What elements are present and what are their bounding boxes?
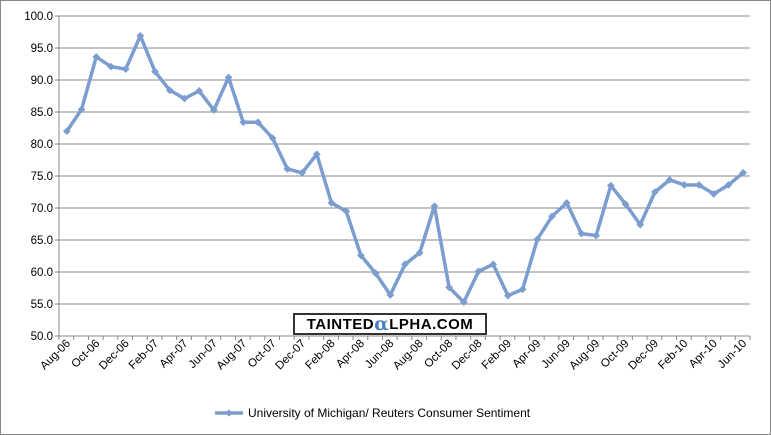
- y-tick-label: 65.0: [31, 235, 53, 247]
- y-tick-label: 80.0: [31, 139, 53, 151]
- data-point: [298, 168, 307, 177]
- data-point: [724, 181, 733, 189]
- y-tick-label: 100.0: [24, 11, 53, 23]
- x-tick-label: Feb-10: [656, 338, 690, 372]
- data-point: [107, 62, 115, 71]
- gridlines: [59, 15, 750, 337]
- data-point: [430, 202, 439, 211]
- data-point: [533, 235, 542, 244]
- x-tick-label: Apr-07: [158, 338, 191, 371]
- data-point: [577, 229, 586, 238]
- x-tick-label: Aug-08: [391, 338, 426, 373]
- data-point: [239, 118, 248, 127]
- data-point: [562, 198, 571, 207]
- x-tick-label: Feb-09: [480, 338, 514, 372]
- data-point: [459, 298, 468, 307]
- data-point: [621, 200, 630, 209]
- legend-swatch-marker: [225, 409, 233, 417]
- data-point: [503, 291, 512, 300]
- data-point: [254, 118, 262, 127]
- data-point: [592, 231, 601, 240]
- y-tick-label: 50.0: [31, 331, 53, 343]
- data-point: [180, 94, 189, 103]
- data-point: [606, 181, 615, 190]
- y-tick-label: 70.0: [31, 203, 53, 215]
- data-point: [165, 86, 174, 95]
- data-point: [62, 127, 71, 136]
- series-layer: [62, 31, 748, 307]
- data-point: [445, 283, 454, 292]
- y-axis: 100.0 95.0 90.0 85.0 80.0 75.0 70.0 65.0 60.0 55.…: [24, 11, 60, 343]
- data-point: [415, 248, 424, 257]
- data-point: [474, 267, 483, 276]
- data-point: [371, 269, 380, 278]
- data-point: [268, 134, 277, 143]
- watermark-logo: TAINTED α LPHA.COM: [293, 313, 487, 335]
- x-tick-label: Apr-08: [334, 338, 367, 371]
- watermark-text-after: LPHA.COM: [389, 315, 474, 333]
- data-point: [548, 212, 556, 221]
- x-tick-label: Dec-08: [450, 338, 485, 373]
- y-tick-label: 75.0: [31, 171, 53, 183]
- y-tick-label: 60.0: [31, 267, 53, 279]
- x-tick-label: Jun-07: [187, 338, 220, 371]
- x-tick-label: Dec-09: [626, 338, 661, 373]
- data-point: [680, 181, 689, 189]
- y-tick-label: 85.0: [31, 107, 53, 119]
- data-point: [401, 260, 409, 269]
- data-point: [77, 105, 86, 114]
- x-axis: Aug-06Oct-06Dec-06Feb-07Apr-07Jun-07Aug-…: [38, 335, 751, 373]
- data-point: [342, 207, 351, 216]
- y-tick-label: 95.0: [31, 43, 53, 55]
- x-tick-label: Aug-07: [215, 338, 250, 373]
- data-point: [665, 175, 674, 184]
- legend-label: University of Michigan/ Reuters Consumer…: [248, 406, 531, 420]
- data-point: [224, 73, 233, 82]
- data-point: [151, 67, 160, 76]
- data-point: [209, 106, 218, 115]
- data-point: [489, 260, 498, 269]
- data-point: [386, 291, 395, 299]
- x-tick-label: Jun-09: [539, 338, 572, 371]
- data-point: [695, 181, 703, 189]
- legend: University of Michigan/ Reuters Consumer…: [215, 406, 531, 420]
- x-tick-label: Apr-10: [687, 338, 720, 371]
- watermark-alpha: α: [374, 313, 390, 335]
- x-tick-label: Dec-06: [97, 338, 132, 373]
- data-point: [709, 189, 718, 198]
- x-tick-label: Apr-09: [511, 338, 544, 371]
- data-point: [636, 220, 645, 229]
- data-point: [327, 198, 336, 207]
- y-tick-label: 90.0: [31, 75, 53, 87]
- data-point: [739, 168, 748, 177]
- x-tick-label: Jun-08: [363, 338, 396, 371]
- data-point: [312, 150, 321, 159]
- x-tick-label: Dec-07: [274, 338, 309, 373]
- data-point: [136, 31, 145, 40]
- data-point: [283, 165, 292, 173]
- x-tick-label: Jun-10: [716, 338, 749, 371]
- watermark-text-before: TAINTED: [306, 315, 375, 333]
- data-point: [356, 251, 365, 260]
- x-tick-label: Aug-09: [568, 338, 603, 373]
- data-point: [518, 285, 527, 294]
- y-tick-label: 55.0: [31, 299, 53, 311]
- data-point: [195, 86, 204, 95]
- x-tick-label: Feb-07: [127, 338, 161, 372]
- data-point: [121, 65, 130, 74]
- x-tick-label: Feb-08: [303, 338, 337, 372]
- data-point: [92, 53, 101, 61]
- data-point: [650, 188, 659, 196]
